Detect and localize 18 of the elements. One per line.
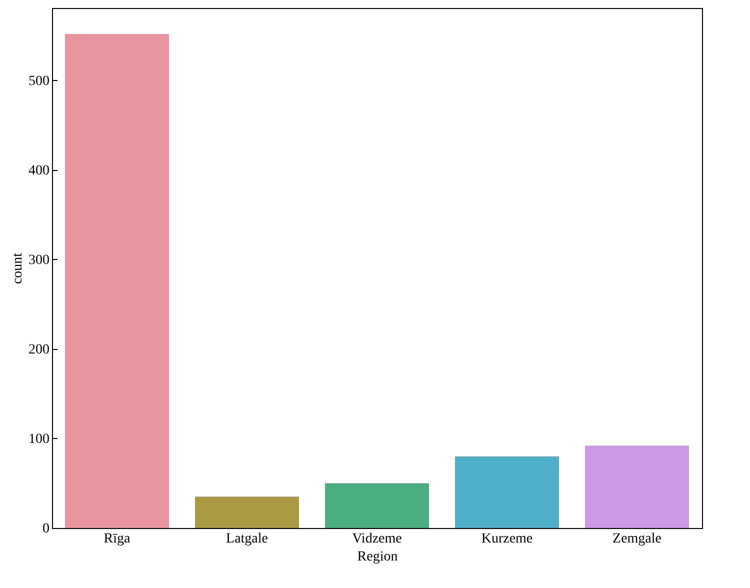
- y-tick-label: 200: [28, 342, 50, 358]
- y-axis-title: count: [10, 252, 26, 284]
- x-tick-label: Rīga: [104, 532, 131, 546]
- bar: [65, 34, 169, 528]
- bar: [325, 483, 429, 528]
- x-tick-label: Kurzeme: [481, 532, 533, 546]
- x-tick-label: Zemgale: [612, 532, 662, 546]
- bar: [455, 456, 559, 528]
- x-tick-label: Latgale: [226, 532, 268, 546]
- y-tick-label: 500: [28, 74, 50, 89]
- y-tick-label: 100: [28, 432, 50, 447]
- x-axis-title: Region: [357, 550, 398, 564]
- y-tick-label: 300: [28, 252, 50, 268]
- y-tick-label: 0: [42, 522, 50, 536]
- y-tick-label: 400: [28, 163, 50, 178]
- x-tick-label: Vidzeme: [352, 532, 402, 546]
- bar: [585, 446, 689, 528]
- bar: [195, 496, 299, 528]
